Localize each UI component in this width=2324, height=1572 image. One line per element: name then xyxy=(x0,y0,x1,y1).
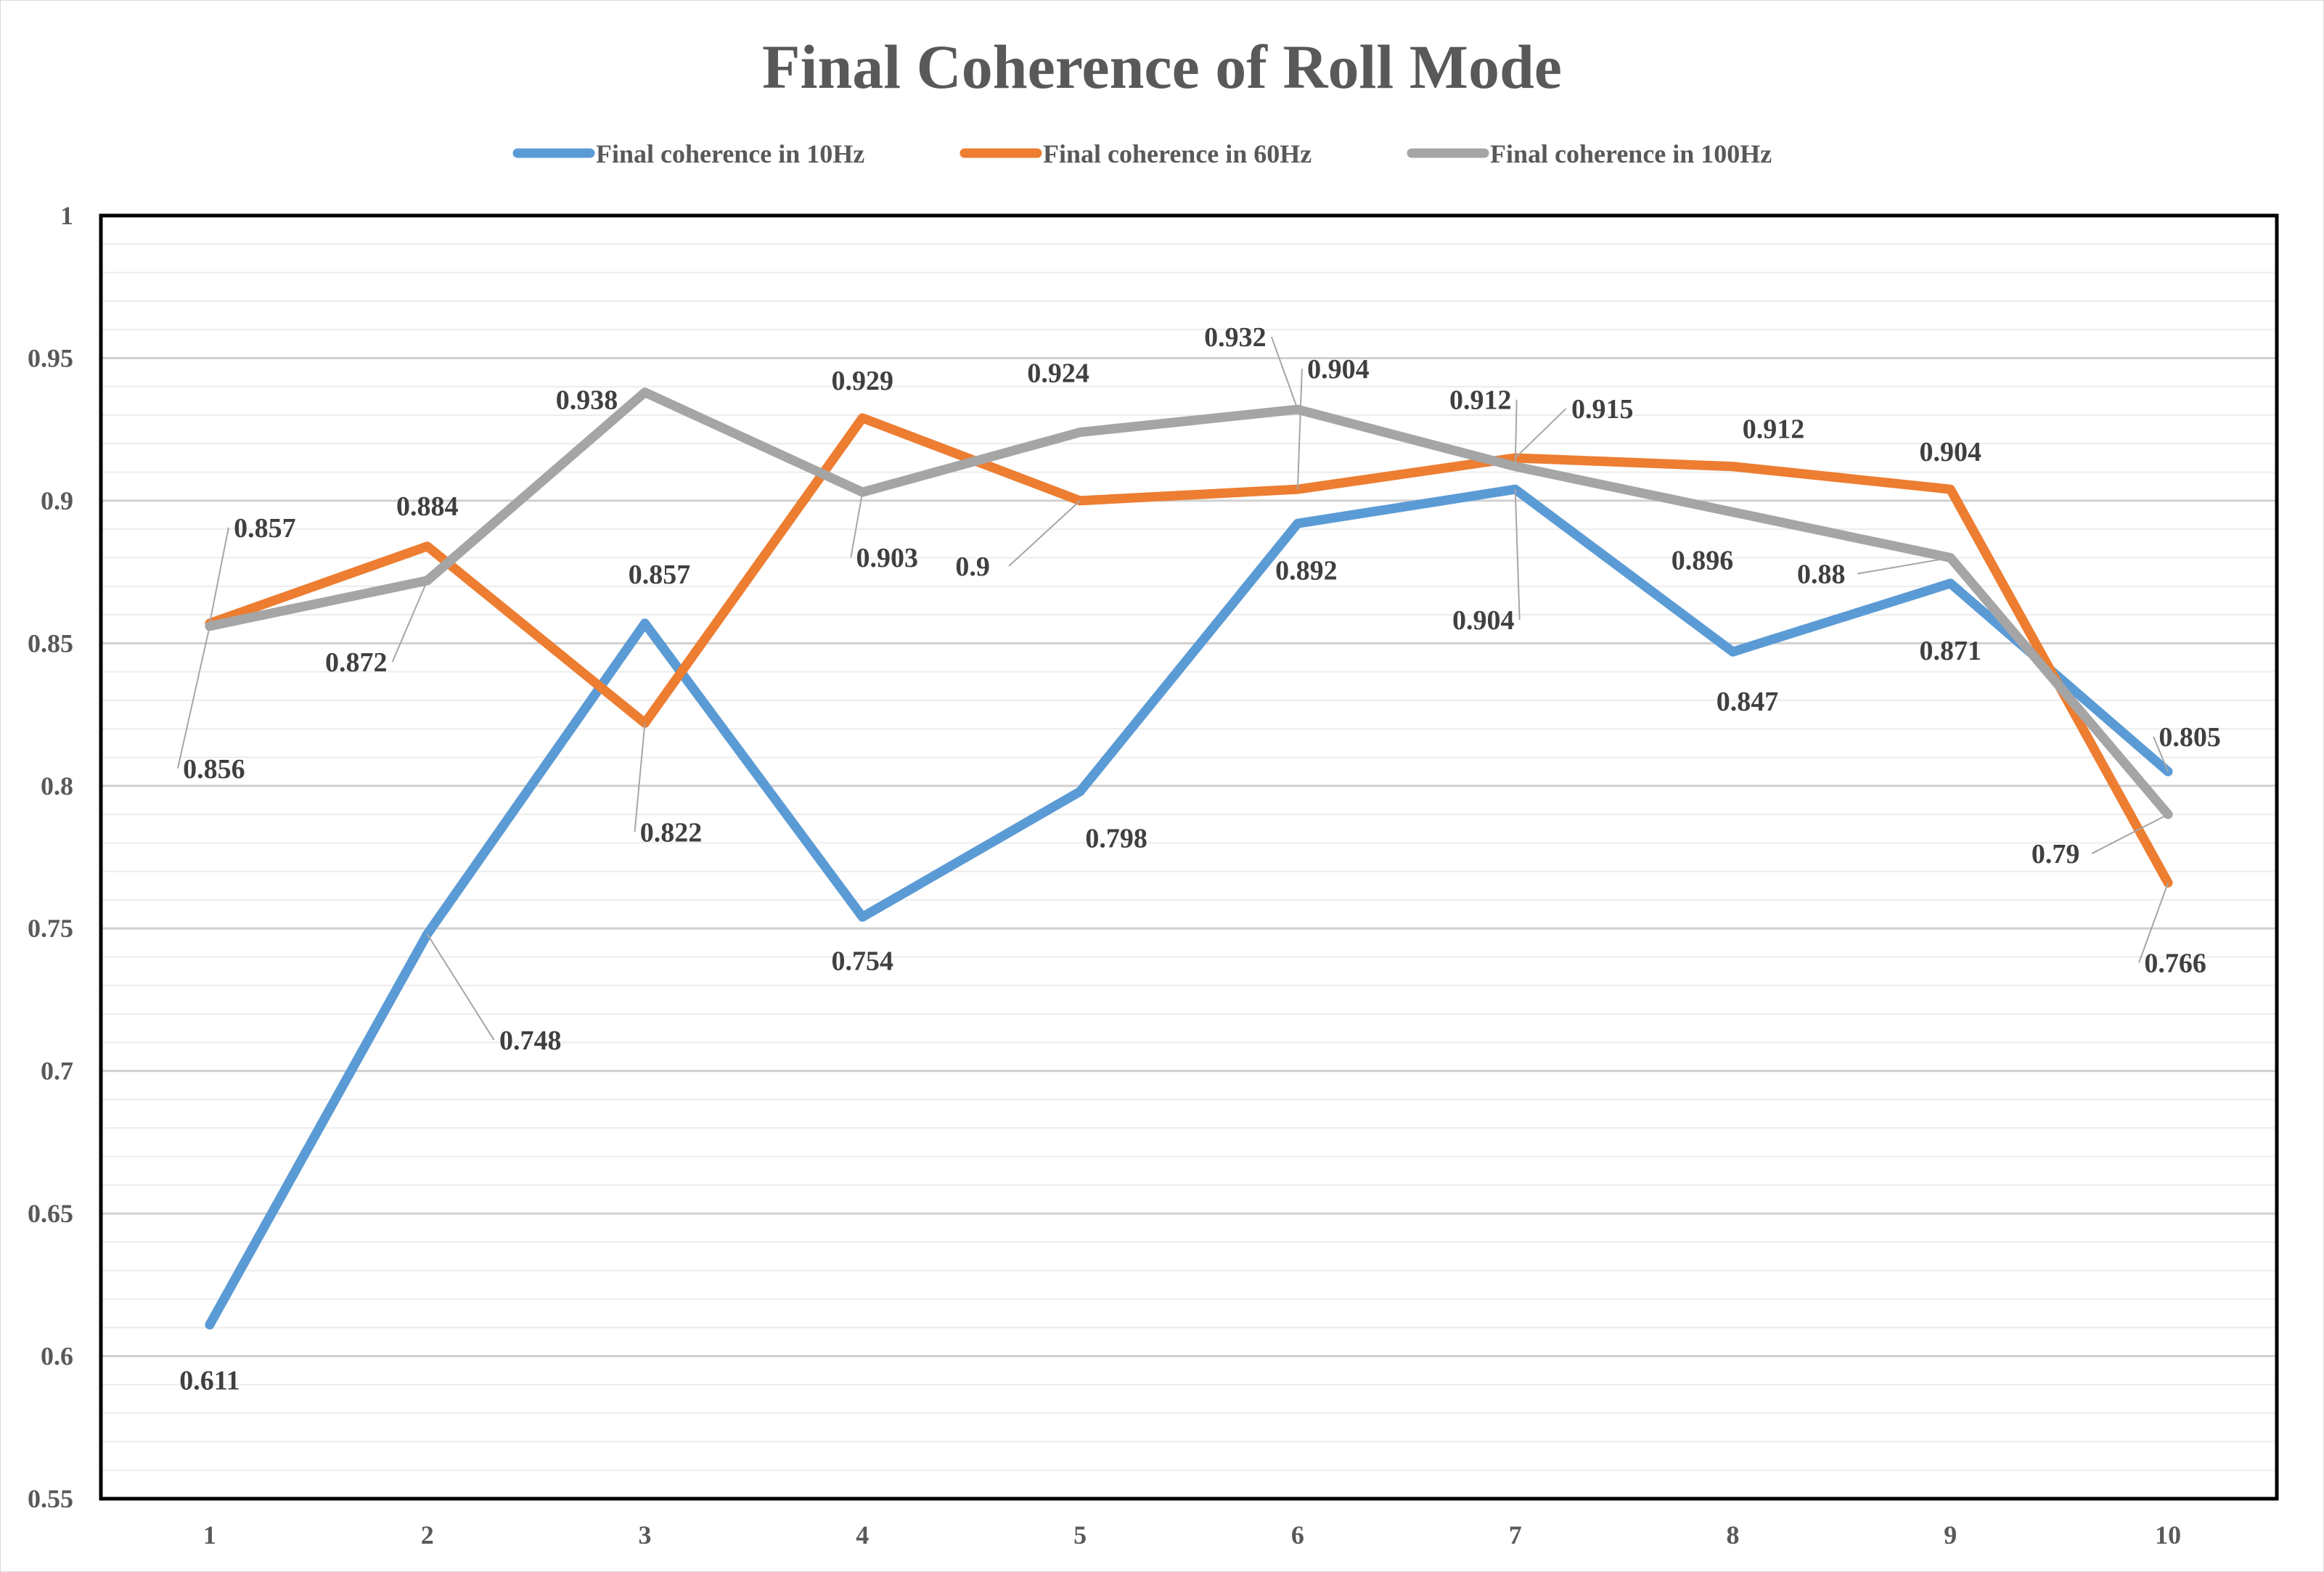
leader-line xyxy=(208,527,229,624)
y-tick-label: 0.65 xyxy=(28,1199,73,1228)
x-tick-label: 1 xyxy=(203,1520,216,1550)
data-label: 0.903 xyxy=(856,543,919,573)
y-tick-label: 0.9 xyxy=(41,486,73,515)
data-label: 0.938 xyxy=(556,385,618,416)
data-point xyxy=(862,417,864,419)
data-point xyxy=(862,916,864,918)
chart-title: Final Coherence of Roll Mode xyxy=(762,32,1562,102)
y-tick-label: 0.75 xyxy=(28,914,73,943)
data-label: 0.912 xyxy=(1449,385,1512,416)
leader-line xyxy=(1857,557,1951,575)
data-label: 0.805 xyxy=(2159,722,2221,753)
leader-line xyxy=(391,580,428,663)
gridlines xyxy=(101,243,2277,1471)
data-label: 0.872 xyxy=(325,647,388,678)
x-tick-label: 6 xyxy=(1291,1520,1304,1550)
data-label: 0.924 xyxy=(1027,359,1089,389)
data-labels: 0.611 0.748 0.857 0.754 0.798 0.892 0.904 0.847… xyxy=(179,322,2221,1396)
leader-line xyxy=(2091,814,2169,854)
series-line xyxy=(205,388,2173,819)
data-label: 0.932 xyxy=(1204,322,1267,353)
data-point xyxy=(1949,582,1952,584)
leader-line xyxy=(850,491,864,558)
leader-line xyxy=(2138,883,2169,963)
y-tick-label: 0.6 xyxy=(41,1342,73,1371)
data-label: 0.9 xyxy=(955,552,990,582)
y-tick-label: 0.7 xyxy=(41,1057,73,1086)
x-tick-label: 5 xyxy=(1073,1520,1087,1550)
series-lines xyxy=(205,388,2173,1330)
x-axis-ticks: 1 2 3 4 5 6 7 8 9 10 xyxy=(203,1520,2181,1550)
data-label: 0.857 xyxy=(234,513,296,544)
legend-label: Final coherence in 10Hz xyxy=(596,139,864,168)
data-label: 0.857 xyxy=(629,560,691,590)
data-point xyxy=(644,622,646,624)
leader-line xyxy=(1514,399,1518,467)
plot-area-border xyxy=(99,213,2279,1501)
data-point xyxy=(1949,488,1952,491)
data-label: 0.871 xyxy=(1920,636,1982,666)
series-line xyxy=(205,413,2173,888)
data-label: 0.798 xyxy=(1085,824,1147,854)
data-label: 0.79 xyxy=(2032,839,2080,869)
data-label: 0.915 xyxy=(1571,394,1634,425)
leader-line xyxy=(1514,489,1521,621)
data-label: 0.896 xyxy=(1672,546,1734,576)
legend: Final coherence in 10Hz Final coherence i… xyxy=(512,139,1772,168)
leader-line xyxy=(634,723,646,832)
data-label: 0.856 xyxy=(183,754,245,785)
data-label: 0.904 xyxy=(1307,354,1370,385)
data-point xyxy=(1732,511,1734,513)
y-tick-label: 0.95 xyxy=(28,343,73,372)
data-point xyxy=(426,545,428,547)
x-tick-label: 7 xyxy=(1509,1520,1522,1550)
data-point xyxy=(1079,790,1081,793)
x-tick-label: 4 xyxy=(856,1520,869,1550)
x-tick-label: 9 xyxy=(1944,1520,1957,1550)
data-label: 0.748 xyxy=(499,1026,562,1056)
data-label: 0.611 xyxy=(179,1365,240,1396)
leader-line xyxy=(1008,500,1081,567)
data-point xyxy=(644,391,646,393)
leader-line xyxy=(176,626,210,769)
leader-line xyxy=(1296,369,1303,490)
y-tick-label: 0.55 xyxy=(28,1484,73,1513)
leader-line xyxy=(426,933,495,1041)
x-tick-label: 8 xyxy=(1727,1520,1740,1550)
legend-label: Final coherence in 60Hz xyxy=(1043,139,1312,168)
leader-line xyxy=(2153,736,2169,772)
data-label: 0.904 xyxy=(1452,605,1515,636)
data-point xyxy=(1079,431,1081,433)
data-label: 0.892 xyxy=(1275,555,1338,586)
data-label: 0.88 xyxy=(1797,559,1846,589)
data-label: 0.912 xyxy=(1743,414,1805,445)
data-point xyxy=(208,1324,210,1326)
data-label: 0.822 xyxy=(640,817,703,848)
data-label: 0.847 xyxy=(1717,687,1779,717)
leader-line xyxy=(1515,408,1567,459)
legend-label: Final coherence in 100Hz xyxy=(1490,139,1772,168)
x-tick-label: 10 xyxy=(2155,1520,2181,1550)
data-label: 0.904 xyxy=(1920,437,1982,467)
data-point xyxy=(1296,523,1298,525)
y-tick-label: 1 xyxy=(60,201,73,230)
data-point xyxy=(1732,465,1734,467)
data-label: 0.884 xyxy=(396,491,459,522)
data-point xyxy=(1732,651,1734,653)
y-axis-ticks: 0.55 0.6 0.65 0.7 0.75 0.8 0.85 0.9 0.95 1 xyxy=(28,201,73,1513)
x-tick-label: 2 xyxy=(421,1520,434,1550)
y-tick-label: 0.8 xyxy=(41,771,73,801)
series-line xyxy=(205,484,2173,1330)
label-leader-lines xyxy=(176,336,2169,1041)
data-label: 0.754 xyxy=(832,946,894,977)
data-label: 0.766 xyxy=(2144,948,2206,978)
leader-line xyxy=(1270,336,1298,410)
x-tick-label: 3 xyxy=(639,1520,652,1550)
data-label: 0.929 xyxy=(832,366,894,396)
y-tick-label: 0.85 xyxy=(28,629,73,658)
